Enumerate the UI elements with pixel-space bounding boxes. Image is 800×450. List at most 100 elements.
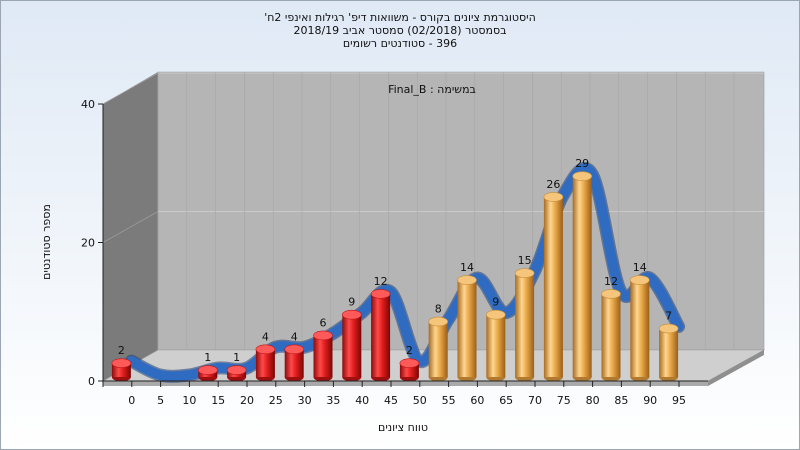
bar-top [313,330,333,341]
inner-task-label: במשימה : Final_B [388,83,476,96]
data-label: 1 [204,351,211,364]
data-label: 14 [633,261,647,274]
bar-70 [514,268,535,382]
bar-body [284,349,304,377]
data-label: 9 [348,296,355,309]
bar-body [572,176,592,377]
bar-top [572,171,593,181]
x-tick-label: 10 [182,394,196,407]
bar-55 [428,316,449,382]
bar-body [342,314,362,377]
bar-0 [111,358,132,382]
bar-body [515,273,535,377]
data-label: 9 [492,296,499,309]
bar-20 [226,365,247,382]
chart-title-line-3: 396 - סטודנטים רשומים [343,37,457,50]
x-tick-label: 85 [614,394,628,407]
x-tick-label: 90 [643,394,657,407]
data-label: 15 [518,254,532,267]
x-tick-label: 0 [128,394,135,407]
bar-75 [543,192,564,382]
bar-top [399,358,420,368]
gridline-side-40 [102,72,159,105]
bar-35 [313,330,333,382]
data-label: 2 [406,344,413,357]
bar-top [629,275,650,285]
data-label: 1 [233,351,240,364]
x-tick-label: 40 [355,394,369,407]
data-label: 12 [604,275,618,288]
x-tick-label: 65 [499,394,513,407]
x-tick-label: 95 [672,394,686,407]
bar-body [255,349,275,377]
bar-top [428,316,449,327]
bar-top [255,344,276,355]
data-label: 14 [460,261,474,274]
bar-body [428,321,448,377]
bar-body [371,293,391,377]
bar-50 [399,358,420,382]
x-tick-label: 30 [298,394,312,407]
bar-90 [629,275,650,382]
x-tick-label: 75 [557,394,571,407]
y-tick-label: 0 [88,375,95,388]
floor-right-edge [708,350,764,386]
x-tick-label: 60 [470,394,484,407]
bar-top [658,323,679,334]
x-tick-label: 20 [240,394,254,407]
chart-title-line-2: בסמסטר (02/2018) סמסטר אביב 2018/19 [293,24,506,37]
side-wall [103,72,158,381]
y-tick-label: 20 [81,237,95,250]
x-tick-label: 50 [413,394,427,407]
data-label: 7 [665,310,672,323]
bar-body [601,293,621,377]
bar-top [111,358,132,368]
gridlines [102,72,764,243]
bar-top [514,268,535,278]
bars-group [111,171,679,382]
bar-top [485,309,506,320]
bar-60 [457,275,477,382]
bar-top [370,289,391,299]
bar-top [601,289,621,299]
distribution-curve-line [126,163,684,382]
data-label: 4 [291,330,298,343]
x-tick-label: 45 [384,394,398,407]
floor-front-edge [103,381,708,386]
bar-15 [198,365,218,382]
bar-body [486,314,506,377]
data-label: 29 [575,157,589,170]
gridline-side-20 [102,211,159,243]
x-axis-label: טווח ציונים [378,421,428,434]
bar-top [284,344,305,355]
bar-95 [658,323,679,382]
data-label: 8 [435,303,442,316]
bar-body [659,328,679,377]
data-label: 6 [320,316,327,329]
bar-25 [255,344,276,382]
bar-85 [601,289,621,382]
bar-65 [485,309,506,382]
y-axis-label: מספר סטודנטים [40,204,53,280]
data-label: 26 [546,178,560,191]
bar-body [630,280,650,377]
bar-top [198,365,218,375]
x-tick-label: 25 [269,394,283,407]
y-ticks: 0 20 40 [81,98,103,388]
bar-top [457,275,477,285]
x-tick-label: 5 [157,394,164,407]
data-label: 2 [118,344,125,357]
x-tick-label: 35 [326,394,340,407]
y-tick-label: 40 [81,98,95,111]
x-tick-label: 55 [442,394,456,407]
bar-80 [572,171,593,382]
bar-30 [284,344,305,382]
bar-body [313,335,333,377]
x-ticks: 0 5 10 15 20 25 30 35 40 45 50 55 60 65 70 75 80 85 90 95 [102,381,686,407]
x-tick-label: 15 [211,394,225,407]
data-label: 12 [374,275,388,288]
bar-40 [341,309,362,382]
bar-body [543,196,563,377]
distribution-curve [124,161,686,383]
